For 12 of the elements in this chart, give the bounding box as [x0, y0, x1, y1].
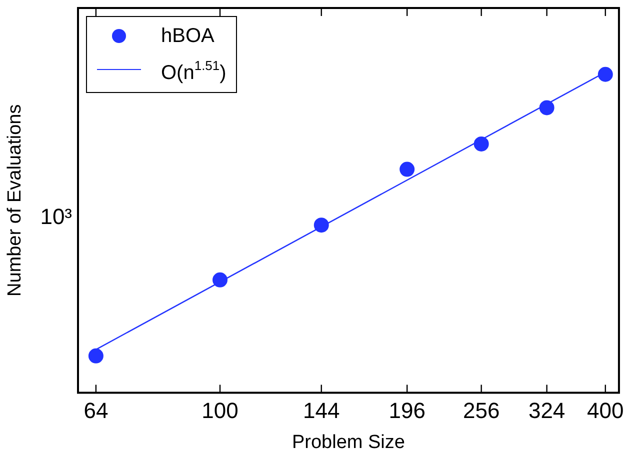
x-tick-label: 324 — [528, 398, 566, 424]
text: 10³ — [40, 204, 72, 229]
y-axis-title: Number of Evaluations — [4, 104, 26, 297]
x-tick-label: 400 — [587, 398, 624, 424]
x-tick-label: 64 — [84, 398, 108, 424]
legend-label: hBOA — [161, 24, 214, 49]
x-tick-label: 196 — [388, 398, 426, 424]
x-axis-title: Problem Size — [292, 432, 405, 453]
x-tick-label: 100 — [202, 398, 238, 424]
legend-label: O(n$^{1.51}$) — [161, 57, 226, 86]
x-tick-label: 256 — [462, 398, 500, 424]
x-tick-label: 144 — [303, 398, 340, 424]
